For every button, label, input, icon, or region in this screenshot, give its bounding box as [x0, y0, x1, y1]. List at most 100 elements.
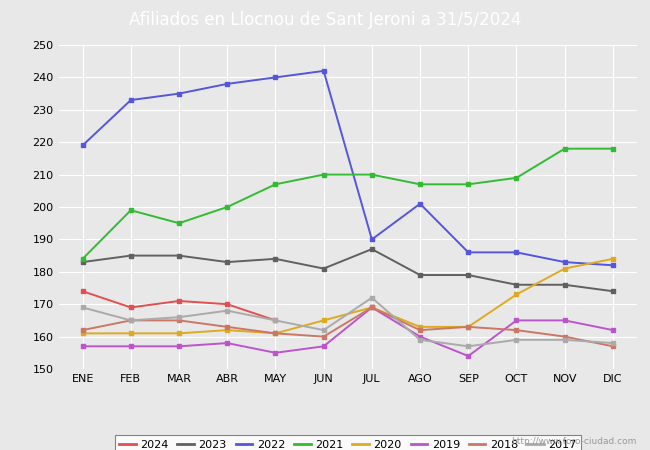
Line: 2019: 2019 [81, 306, 615, 358]
2023 [416, 272, 424, 278]
2017 [272, 318, 280, 323]
2023 [513, 282, 521, 288]
2019 [513, 318, 521, 323]
2017 [609, 340, 617, 346]
2023 [79, 259, 86, 265]
2017 [79, 305, 86, 310]
2018 [561, 334, 569, 339]
2022 [272, 75, 280, 80]
Text: Afiliados en Llocnou de Sant Jeroni a 31/5/2024: Afiliados en Llocnou de Sant Jeroni a 31… [129, 11, 521, 29]
2018 [416, 328, 424, 333]
2021 [175, 220, 183, 226]
2017 [224, 308, 231, 313]
2020 [224, 328, 231, 333]
2020 [175, 331, 183, 336]
2023 [561, 282, 569, 288]
2023 [464, 272, 472, 278]
2019 [561, 318, 569, 323]
2021 [272, 182, 280, 187]
Line: 2017: 2017 [81, 296, 615, 348]
Line: 2018: 2018 [81, 306, 615, 348]
2019 [416, 334, 424, 339]
Line: 2022: 2022 [81, 69, 615, 267]
Line: 2020: 2020 [81, 257, 615, 335]
2017 [127, 318, 135, 323]
2024 [127, 305, 135, 310]
2022 [127, 97, 135, 103]
2021 [561, 146, 569, 151]
2022 [561, 259, 569, 265]
2023 [609, 288, 617, 294]
2022 [320, 68, 328, 74]
2017 [561, 337, 569, 342]
2019 [464, 353, 472, 359]
2021 [368, 172, 376, 177]
2021 [513, 175, 521, 180]
2020 [561, 266, 569, 271]
2021 [609, 146, 617, 151]
2020 [513, 292, 521, 297]
2021 [79, 256, 86, 261]
2023 [224, 259, 231, 265]
2022 [224, 81, 231, 86]
2024 [224, 302, 231, 307]
Line: 2021: 2021 [81, 147, 615, 261]
2019 [609, 328, 617, 333]
2024 [175, 298, 183, 304]
2021 [224, 204, 231, 210]
2018 [175, 318, 183, 323]
2017 [368, 295, 376, 301]
2020 [609, 256, 617, 261]
2023 [127, 253, 135, 258]
2019 [127, 344, 135, 349]
2023 [272, 256, 280, 261]
2019 [224, 340, 231, 346]
2020 [416, 324, 424, 329]
2022 [79, 143, 86, 148]
2018 [127, 318, 135, 323]
2017 [464, 344, 472, 349]
2022 [464, 250, 472, 255]
2019 [368, 305, 376, 310]
2022 [416, 201, 424, 207]
2022 [513, 250, 521, 255]
2021 [464, 182, 472, 187]
2018 [464, 324, 472, 329]
2023 [368, 247, 376, 252]
2020 [464, 324, 472, 329]
2017 [320, 328, 328, 333]
2019 [175, 344, 183, 349]
2020 [368, 305, 376, 310]
2021 [416, 182, 424, 187]
2017 [513, 337, 521, 342]
2018 [513, 328, 521, 333]
2021 [127, 207, 135, 213]
2017 [416, 337, 424, 342]
2023 [175, 253, 183, 258]
2019 [79, 344, 86, 349]
Line: 2023: 2023 [81, 248, 615, 293]
2018 [272, 331, 280, 336]
2018 [320, 334, 328, 339]
2020 [320, 318, 328, 323]
Legend: 2024, 2023, 2022, 2021, 2020, 2019, 2018, 2017: 2024, 2023, 2022, 2021, 2020, 2019, 2018… [114, 435, 581, 450]
2019 [272, 350, 280, 356]
2020 [79, 331, 86, 336]
2017 [175, 315, 183, 320]
2022 [175, 91, 183, 96]
2022 [609, 263, 617, 268]
2024 [79, 288, 86, 294]
2018 [79, 328, 86, 333]
2021 [320, 172, 328, 177]
2024 [272, 318, 280, 323]
2020 [127, 331, 135, 336]
Line: 2024: 2024 [81, 289, 277, 322]
2019 [320, 344, 328, 349]
2020 [272, 331, 280, 336]
2022 [368, 237, 376, 242]
2018 [368, 305, 376, 310]
Text: http://www.foro-ciudad.com: http://www.foro-ciudad.com [512, 436, 637, 446]
2018 [609, 344, 617, 349]
2023 [320, 266, 328, 271]
2018 [224, 324, 231, 329]
